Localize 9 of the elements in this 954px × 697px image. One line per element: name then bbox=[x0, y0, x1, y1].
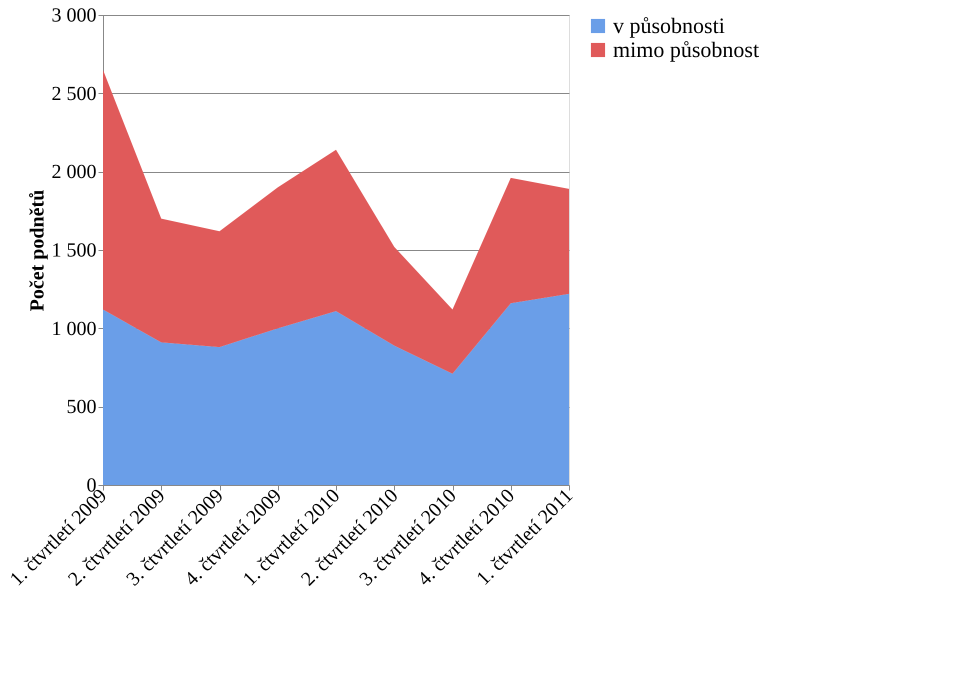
y-tick-label: 500 bbox=[66, 396, 96, 418]
y-tick-label: 1 500 bbox=[52, 240, 96, 262]
legend-label: v působnosti bbox=[613, 13, 725, 38]
y-tick-label: 2 000 bbox=[52, 161, 96, 184]
y-tick-label: 2 500 bbox=[52, 82, 96, 105]
y-axis-title: Počet podnětů bbox=[26, 190, 48, 312]
y-tick-label: 3 000 bbox=[52, 4, 96, 26]
legend-label: mimo působnost bbox=[613, 37, 760, 62]
y-tick-label: 1 000 bbox=[52, 318, 96, 340]
